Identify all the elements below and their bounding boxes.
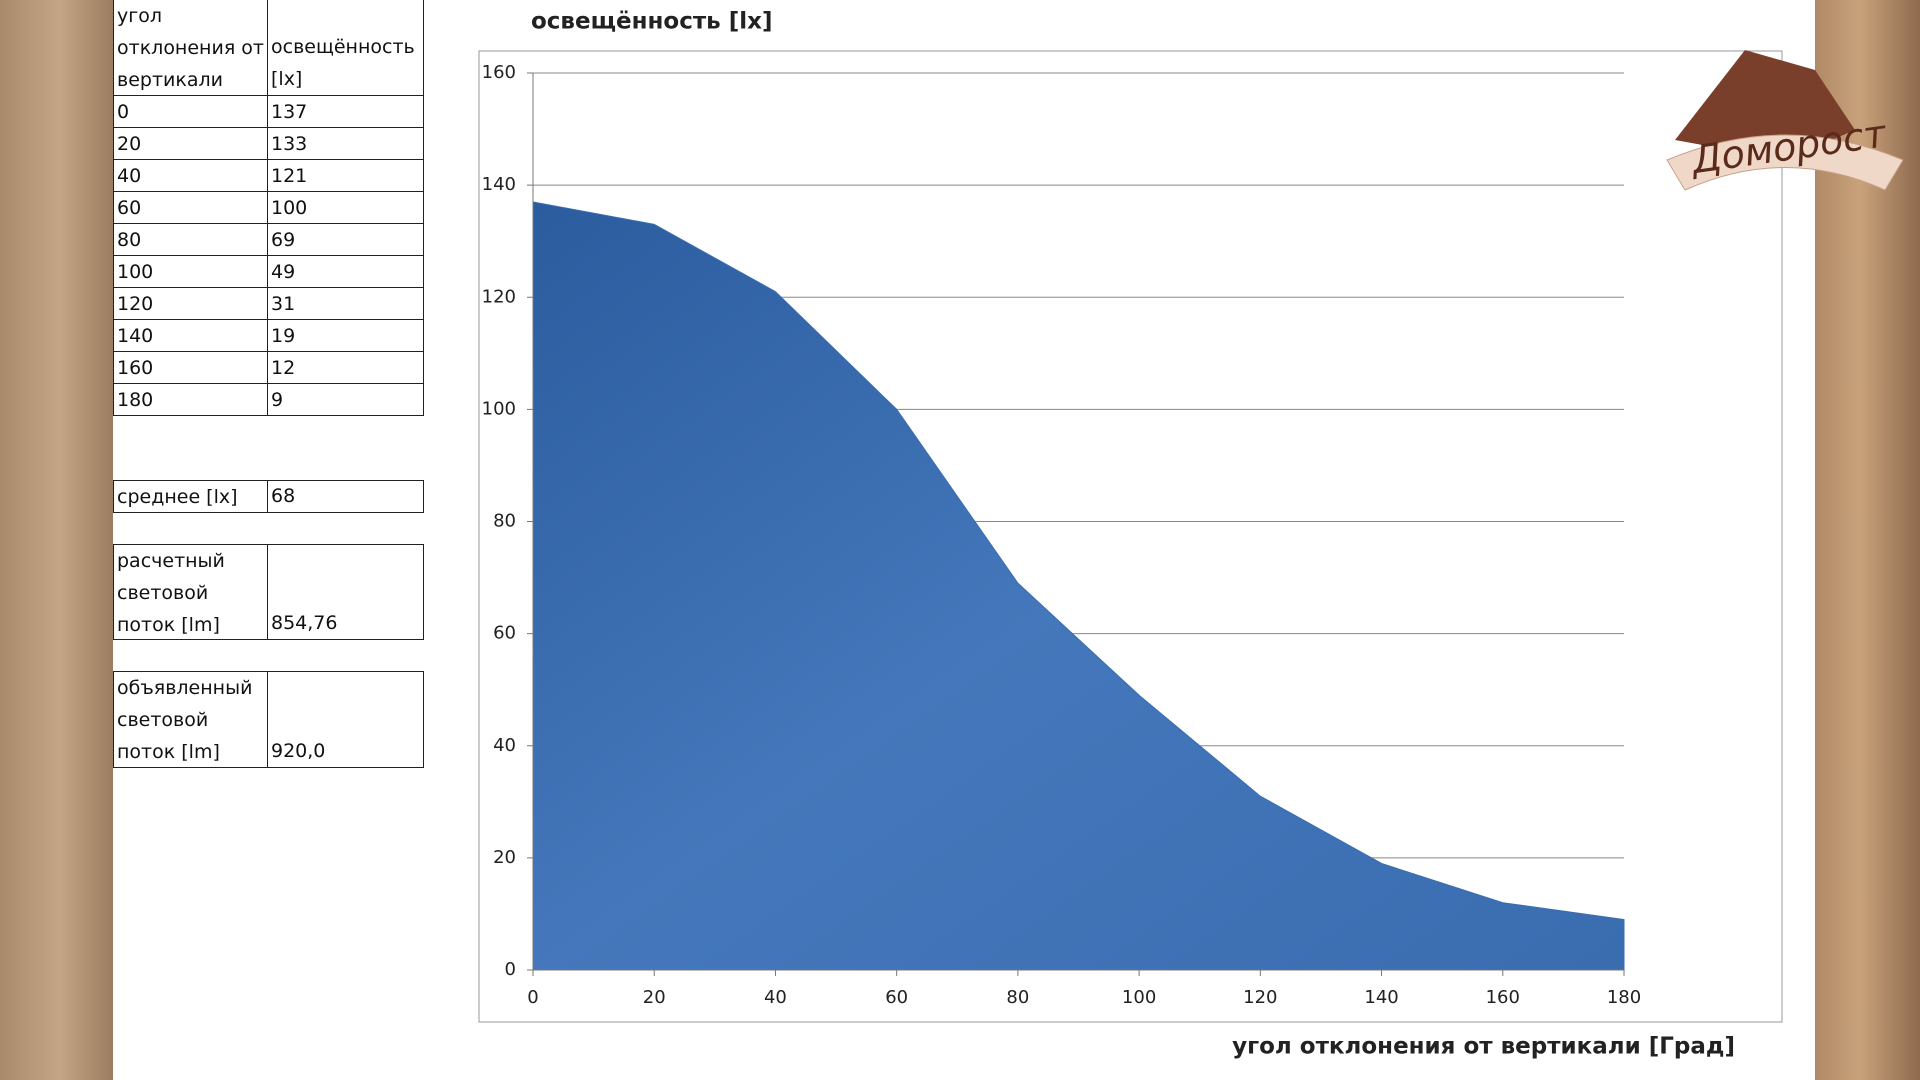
table-cell: 9 (267, 383, 424, 416)
x-tick-label: 160 (1486, 987, 1520, 1008)
y-tick-label: 40 (493, 735, 516, 756)
header-cell: угол отклонения от вертикали (113, 0, 268, 96)
summary-label: расчетный световой поток [lm] (113, 544, 268, 640)
y-tick-label: 20 (493, 847, 516, 868)
x-tick-label: 140 (1364, 987, 1398, 1008)
summary-value: 920,0 (267, 671, 424, 768)
x-tick-label: 180 (1607, 987, 1641, 1008)
x-tick-label: 120 (1243, 987, 1277, 1008)
x-tick-label: 40 (764, 987, 787, 1008)
x-tick-label: 20 (643, 987, 666, 1008)
header-cell: освещённость [lx] (267, 0, 424, 96)
chart-title: освещённость [lx] (531, 9, 772, 35)
x-tick-label: 60 (885, 987, 908, 1008)
y-tick-label: 100 (482, 398, 516, 419)
summary-value: 68 (267, 480, 424, 513)
y-tick-label: 160 (482, 62, 516, 83)
x-tick-label: 80 (1006, 987, 1029, 1008)
area (532, 201, 1625, 971)
y-tick-label: 140 (482, 174, 516, 195)
x-tick-label: 0 (527, 987, 538, 1008)
logo: Доморост (1666, 50, 1904, 191)
x-tick-label: 100 (1122, 987, 1156, 1008)
summary-label: объявленный световой поток [lm] (113, 671, 268, 768)
summary-value: 854,76 (267, 544, 424, 640)
y-tick-label: 80 (493, 511, 516, 532)
y-tick-label: 60 (493, 623, 516, 644)
x-axis-label: угол отклонения от вертикали [Град] (1232, 1034, 1735, 1060)
y-tick-label: 120 (482, 286, 516, 307)
y-tick-label: 0 (505, 959, 516, 980)
